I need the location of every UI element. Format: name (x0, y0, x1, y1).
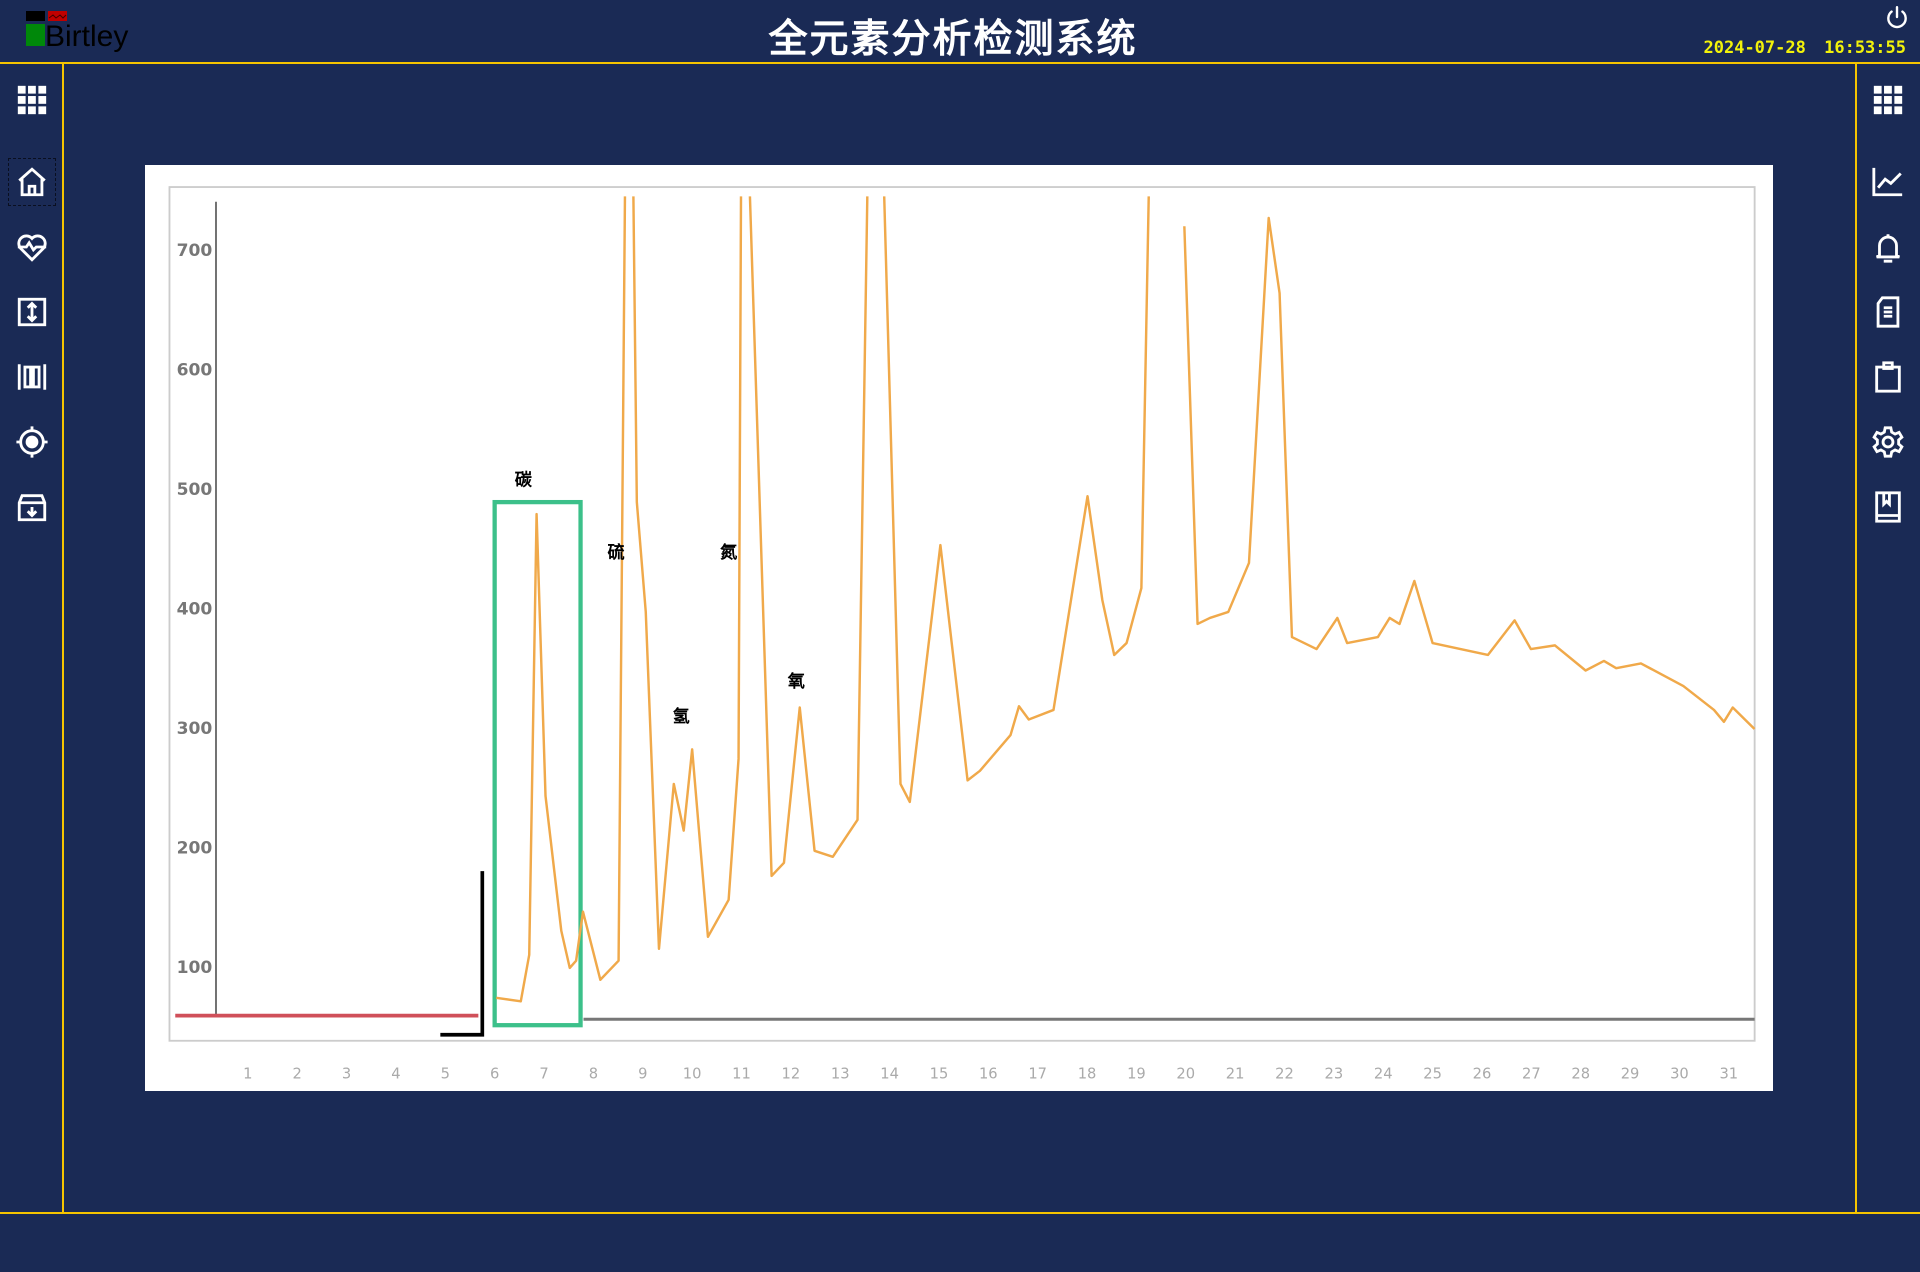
left-sidebar (0, 64, 64, 1212)
peak-label: 硫 (608, 542, 625, 563)
y-tick-label: 700 (177, 241, 213, 261)
x-tick-label: 13 (831, 1066, 850, 1083)
book-icon[interactable] (1871, 490, 1905, 524)
y-tick-label: 600 (177, 361, 213, 381)
heart-pulse-icon[interactable] (15, 230, 49, 264)
peak-label: 氢 (673, 706, 690, 727)
logo-text: Birtley (45, 20, 128, 53)
x-tick-label: 15 (930, 1066, 949, 1083)
y-tick-label: 100 (177, 958, 213, 978)
time-text: 16:53:55 (1824, 38, 1906, 58)
x-tick-label: 14 (880, 1066, 899, 1083)
x-tick-label: 3 (342, 1066, 351, 1083)
peak-label: 碳 (515, 469, 533, 490)
page-title: 全元素分析检测系统 (768, 17, 1138, 62)
clipboard-icon[interactable] (1871, 360, 1905, 394)
barcode-columns-icon[interactable] (15, 360, 49, 394)
peak-label: 氧 (787, 671, 805, 692)
chromatogram-panel: 100 200 300 400 500 600 700 1 2 3 4 5 6 7 8 9 10 11 12 13 14… (145, 165, 1773, 1091)
x-tick-label: 25 (1423, 1066, 1442, 1083)
plot-frame (168, 186, 1756, 1042)
x-tick-label: 12 (782, 1066, 801, 1083)
target-icon[interactable] (15, 425, 49, 459)
x-tick-label: 7 (539, 1066, 548, 1083)
x-tick-label: 4 (391, 1066, 400, 1083)
header-bar: Birtley 全元素分析检测系统 2024-07-28 16:53:55 (0, 0, 1920, 64)
x-tick-label: 10 (683, 1066, 702, 1083)
right-sidebar (1855, 64, 1920, 1212)
x-tick-label: 27 (1522, 1066, 1541, 1083)
y-tick-label: 200 (177, 838, 213, 858)
signal-curve (496, 196, 1756, 1003)
x-tick-label: 20 (1176, 1066, 1195, 1083)
birtley-logo: Birtley (26, 11, 128, 53)
grid-menu-icon[interactable] (15, 83, 49, 117)
x-tick-label: 26 (1473, 1066, 1492, 1083)
document-icon[interactable] (1871, 295, 1905, 329)
x-tick-label: 5 (441, 1066, 450, 1083)
x-tick-label: 21 (1226, 1066, 1245, 1083)
datetime-display: 2024-07-28 16:53:55 (1704, 38, 1907, 58)
x-tick-label: 9 (638, 1066, 647, 1083)
date-text: 2024-07-28 (1703, 38, 1806, 58)
vertical-arrows-icon[interactable] (15, 295, 49, 329)
peak-label: 氮 (720, 542, 737, 563)
x-tick-label: 1 (243, 1066, 252, 1083)
x-tick-label: 18 (1078, 1066, 1097, 1083)
x-tick-label: 22 (1275, 1066, 1294, 1083)
home-icon[interactable] (8, 158, 56, 206)
grid-menu-icon[interactable] (1871, 83, 1905, 117)
x-tick-label: 6 (490, 1066, 499, 1083)
power-icon[interactable] (1884, 4, 1910, 30)
x-tick-label: 29 (1621, 1066, 1640, 1083)
x-tick-label: 31 (1719, 1066, 1738, 1083)
x-tick-label: 23 (1325, 1066, 1344, 1083)
bell-icon[interactable] (1871, 230, 1905, 264)
x-tick-label: 28 (1571, 1066, 1590, 1083)
carbon-highlight-box (492, 499, 583, 1028)
y-tick-label: 400 (177, 600, 213, 620)
x-tick-label: 8 (589, 1066, 598, 1083)
y-tick-label: 300 (177, 719, 213, 739)
x-tick-label: 2 (293, 1066, 302, 1083)
x-tick-label: 19 (1127, 1066, 1146, 1083)
black-marker (440, 871, 485, 1037)
x-tick-label: 16 (979, 1066, 998, 1083)
archive-download-icon[interactable] (15, 490, 49, 524)
x-tick-label: 30 (1670, 1066, 1689, 1083)
bottom-divider (0, 1212, 1920, 1214)
line-chart-icon[interactable] (1871, 165, 1905, 199)
x-tick-label: 17 (1028, 1066, 1047, 1083)
x-tick-label: 11 (732, 1066, 751, 1083)
gear-icon[interactable] (1871, 425, 1905, 459)
x-tick-label: 24 (1374, 1066, 1393, 1083)
y-tick-label: 500 (177, 480, 213, 500)
